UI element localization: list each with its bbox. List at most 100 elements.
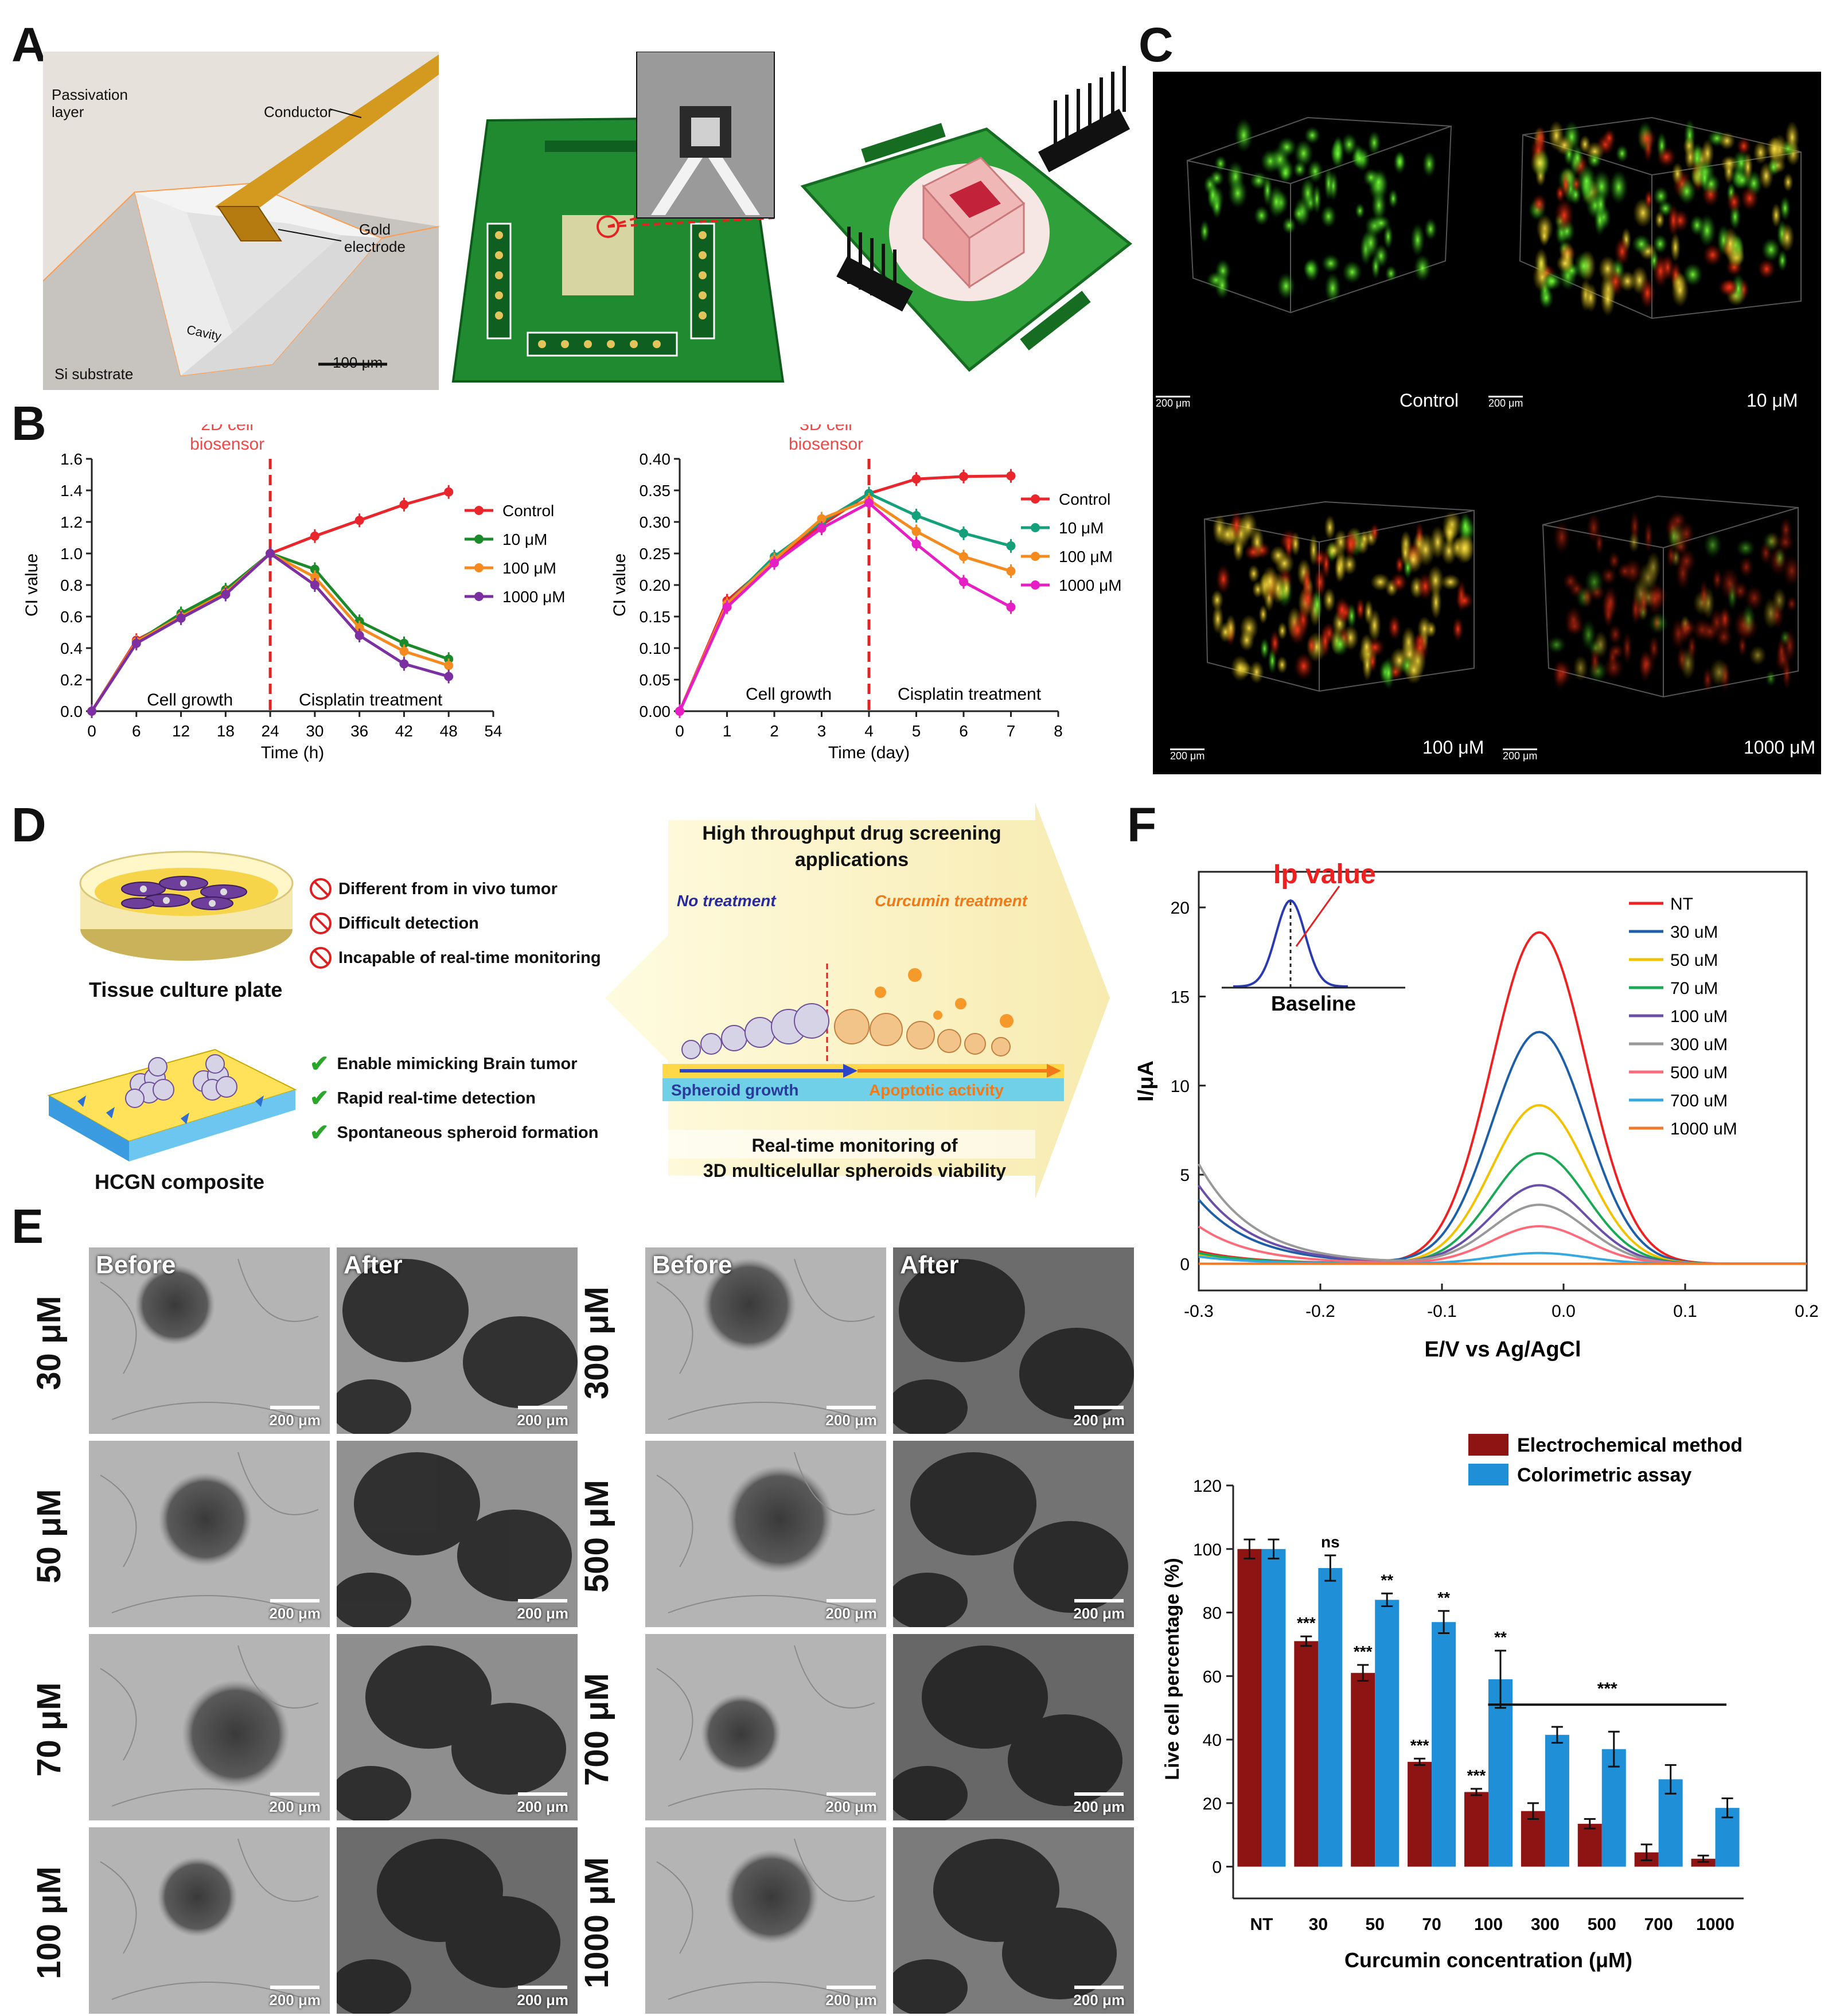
cell-fluorescence bbox=[1617, 562, 1632, 580]
after-label: After bbox=[900, 1251, 959, 1279]
bar bbox=[1488, 1679, 1513, 1867]
cell-fluorescence bbox=[1608, 643, 1624, 660]
y-tick-label: 1.4 bbox=[60, 482, 83, 500]
significance-label: *** bbox=[1410, 1736, 1429, 1754]
cell-fluorescence bbox=[1771, 202, 1782, 228]
micrograph-before: 200 μm bbox=[89, 1441, 330, 1627]
plot-frame bbox=[1198, 871, 1808, 1292]
cell-fluorescence bbox=[1702, 243, 1723, 267]
inset-ip-value-label: Ip value bbox=[1273, 859, 1376, 890]
con-item-1: Different from in vivo tumor bbox=[310, 872, 601, 906]
scale-bar: 200 μm bbox=[1073, 1792, 1125, 1816]
cell-fluorescence bbox=[1334, 554, 1344, 583]
x-tick-label: 7 bbox=[1007, 722, 1016, 740]
cell-fluorescence bbox=[1323, 587, 1336, 613]
x-tick-label: 42 bbox=[395, 722, 413, 740]
panel-a-schematic bbox=[43, 52, 439, 390]
cell-fluorescence bbox=[1761, 237, 1781, 262]
series-line bbox=[678, 474, 1011, 712]
y-axis-label: I/μA bbox=[1134, 1060, 1158, 1102]
cell-fluorescence bbox=[1687, 634, 1697, 660]
cell-fluorescence bbox=[1260, 637, 1270, 660]
x-tick-label: 5 bbox=[912, 722, 921, 740]
high-throughput-title: High throughput drug screening applicati… bbox=[702, 822, 1001, 871]
category-label: 100 bbox=[1474, 1915, 1503, 1934]
cell-fluorescence bbox=[1430, 585, 1442, 620]
cell-fluorescence bbox=[1571, 144, 1584, 172]
confocal-scale-1: 200 μm bbox=[1156, 396, 1190, 410]
panel-c-confocal: Control 10 μM 100 μM 1000 μM 200 μm 200 … bbox=[1153, 72, 1821, 774]
cell-fluorescence bbox=[1753, 141, 1768, 165]
cell-fluorescence bbox=[1359, 633, 1374, 661]
chart-dpv-curves: 0 5 10 15 20 -0.3 -0.2 -0.1 0.0 0.1 0.2 E/V vs Ag/A… bbox=[1134, 859, 1819, 1362]
cell-fluorescence bbox=[1199, 220, 1210, 243]
chart-2d-cell-biosensor: 0.0 0.2 0.4 0.6 0.8 1.0 1.2 1.4 1.6 0 6 12 18 24 30 36 4… bbox=[23, 424, 566, 762]
y-tick-label: 20 bbox=[1171, 899, 1190, 918]
cell-fluorescence bbox=[1574, 251, 1594, 280]
scale-bar: 200 μm bbox=[1073, 1986, 1125, 2009]
data-point bbox=[221, 590, 231, 599]
cell-fluorescence bbox=[1736, 539, 1756, 557]
x-tick-label: 18 bbox=[217, 722, 235, 740]
chart-3d-cell-biosensor: 0.00 0.05 0.10 0.15 0.20 0.25 0.30 0.35 0.40 0 1 2 3… bbox=[610, 424, 1122, 762]
concentration-row-label: 700 μM bbox=[578, 1672, 615, 1786]
legend-label: NT bbox=[1670, 895, 1693, 914]
y-tick-label: 10 bbox=[1171, 1077, 1190, 1096]
cell-fluorescence bbox=[1654, 210, 1665, 229]
data-point bbox=[444, 661, 454, 670]
data-point bbox=[817, 524, 827, 533]
cell-fluorescence bbox=[1410, 223, 1425, 257]
cell-fluorescence bbox=[1390, 572, 1408, 592]
y-tick-label: 0.30 bbox=[640, 513, 671, 531]
bar bbox=[1237, 1549, 1262, 1867]
cell-fluorescence bbox=[1720, 155, 1738, 172]
chart-title: biosensor bbox=[190, 435, 264, 454]
y-tick-label: 0.20 bbox=[640, 576, 671, 594]
cell-fluorescence bbox=[1303, 259, 1317, 278]
y-tick-label: 0.35 bbox=[640, 482, 671, 500]
cell-fluorescence bbox=[1600, 566, 1617, 586]
scale-bar: 200 μm bbox=[825, 1792, 877, 1816]
cell-fluorescence bbox=[1288, 615, 1307, 645]
cell-fluorescence bbox=[1666, 544, 1676, 568]
apoptotic-activity-label: Apoptotic activity bbox=[869, 1081, 1004, 1099]
cell-fluorescence bbox=[1553, 520, 1570, 554]
y-tick-label: 15 bbox=[1171, 988, 1190, 1007]
cell-fluorescence bbox=[1554, 198, 1574, 233]
spheroid bbox=[100, 1838, 319, 2000]
bar bbox=[1318, 1568, 1343, 1867]
bar bbox=[1545, 1734, 1569, 1867]
category-label: 30 bbox=[1309, 1915, 1328, 1934]
cell-fluorescence bbox=[1341, 133, 1358, 156]
cell-fluorescence bbox=[1452, 617, 1464, 642]
prohibited-icon bbox=[310, 947, 332, 969]
spheroid bbox=[100, 1258, 319, 1420]
bar bbox=[1294, 1641, 1319, 1867]
cell-fluorescence bbox=[1779, 196, 1791, 221]
spheroid bbox=[656, 1452, 875, 1613]
series-line bbox=[678, 498, 1012, 712]
legend-label: 10 μM bbox=[1059, 519, 1104, 537]
cell-fluorescence bbox=[1608, 623, 1623, 645]
x-tick-label: 48 bbox=[440, 722, 458, 740]
cell-fluorescence bbox=[1652, 254, 1669, 288]
significance-label: ns bbox=[1321, 1533, 1340, 1551]
cell-fluorescence bbox=[1324, 272, 1341, 304]
y-axis-label: Live cell percentage (%) bbox=[1161, 1558, 1183, 1780]
cell-fluorescence bbox=[1400, 539, 1410, 567]
scale-bar: 200 μm bbox=[825, 1406, 877, 1429]
cell-fluorescence bbox=[1556, 254, 1574, 273]
legend-marker bbox=[1031, 523, 1040, 532]
scale-bar: 200 μm bbox=[825, 1986, 877, 2009]
scale-bar: 200 μm bbox=[825, 1599, 877, 1623]
x-tick-label: 0 bbox=[87, 722, 96, 740]
cell-fluorescence bbox=[1215, 564, 1231, 594]
cell-fluorescence bbox=[1584, 568, 1604, 596]
x-tick-label: 8 bbox=[1054, 722, 1063, 740]
x-axis-label: Time (h) bbox=[261, 743, 325, 762]
cell-fluorescence bbox=[1667, 204, 1679, 237]
data-point bbox=[864, 498, 874, 508]
cell-fluorescence bbox=[1292, 205, 1306, 223]
significance-label: *** bbox=[1297, 1614, 1316, 1632]
data-point bbox=[817, 514, 827, 524]
